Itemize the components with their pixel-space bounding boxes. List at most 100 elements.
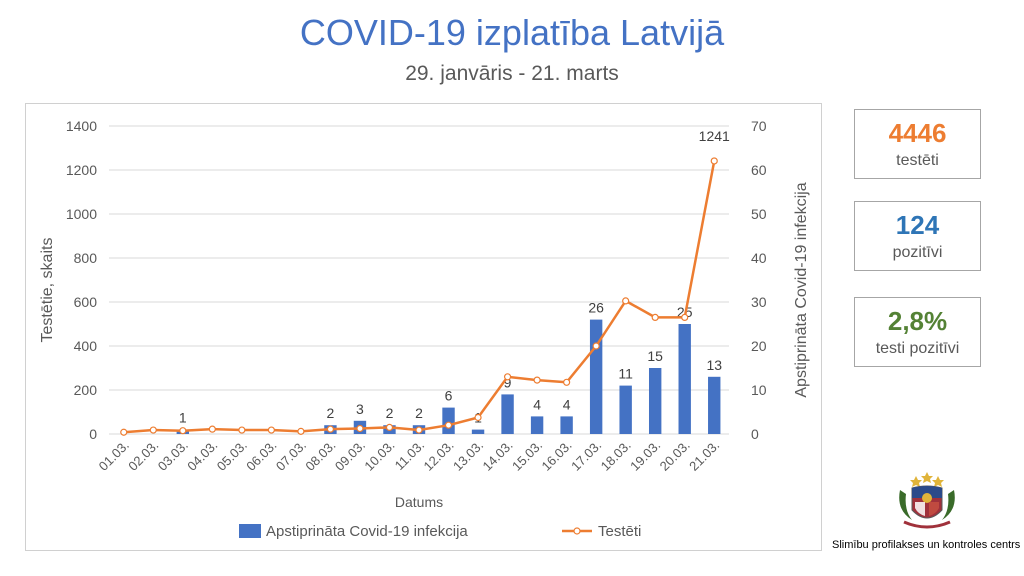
x-tick-label: 08.03. bbox=[302, 438, 338, 474]
line-point bbox=[444, 421, 453, 429]
x-tick-label: 07.03. bbox=[273, 438, 309, 474]
x-tick-label: 09.03. bbox=[332, 438, 368, 474]
stat-rate-value: 2,8% bbox=[887, 306, 948, 336]
bar bbox=[442, 407, 455, 434]
line-point bbox=[238, 426, 246, 434]
line-point bbox=[267, 426, 275, 434]
line-point bbox=[592, 342, 600, 350]
x-tick-label: 05.03. bbox=[214, 438, 250, 474]
bar bbox=[678, 324, 691, 434]
y-tick-label: 1200 bbox=[66, 162, 97, 178]
x-tick-label: 06.03. bbox=[243, 438, 279, 474]
x-tick-label: 10.03. bbox=[361, 438, 397, 474]
line-point bbox=[356, 424, 364, 433]
bar-data-label: 4 bbox=[533, 396, 541, 412]
y2-tick-label: 0 bbox=[751, 426, 759, 442]
legend-marker-line bbox=[573, 527, 581, 535]
line-point bbox=[149, 426, 157, 434]
stat-tested-value: 4446 bbox=[888, 118, 947, 148]
line-point bbox=[563, 378, 571, 386]
x-tick-label: 01.03. bbox=[96, 438, 132, 474]
bar bbox=[708, 376, 721, 434]
x-tick-label: 16.03. bbox=[539, 438, 575, 474]
x-tick-label: 03.03. bbox=[155, 438, 191, 474]
line-point bbox=[681, 313, 689, 321]
x-tick-label: 12.03. bbox=[420, 438, 456, 474]
x-tick-label: 17.03. bbox=[568, 438, 604, 474]
y-tick-label: 1400 bbox=[66, 118, 97, 134]
stat-rate-label: testi pozitīvi bbox=[875, 340, 960, 357]
stat-tested-label: testēti bbox=[896, 152, 939, 169]
legend-label-line: Testēti bbox=[598, 523, 641, 540]
bar-data-label: 3 bbox=[356, 401, 364, 417]
bar bbox=[619, 385, 632, 434]
y2-tick-label: 30 bbox=[751, 294, 767, 310]
stat-positive-box: 124 pozitīvi bbox=[854, 201, 981, 271]
bar-data-label: 11 bbox=[618, 366, 633, 382]
y2-tick-label: 60 bbox=[751, 162, 767, 178]
bar-data-label: 6 bbox=[445, 388, 453, 404]
line-point bbox=[297, 427, 305, 435]
bar-data-label: 26 bbox=[588, 300, 604, 316]
stat-rate-box: 2,8% testi pozitīvi bbox=[854, 297, 981, 367]
stat-tested-box: 4446 testēti bbox=[854, 109, 981, 179]
bar bbox=[648, 368, 662, 434]
organization-name: Slimību profilakses un kontroles centrs bbox=[832, 539, 1021, 551]
y-tick-label: 800 bbox=[74, 250, 98, 266]
page-subtitle: 29. janvāris - 21. marts bbox=[405, 62, 619, 85]
y2-tick-label: 50 bbox=[751, 206, 767, 222]
bar bbox=[501, 394, 514, 434]
x-tick-label: 04.03. bbox=[184, 438, 220, 474]
line-point bbox=[622, 297, 630, 305]
line-point bbox=[474, 413, 482, 422]
line-point bbox=[208, 425, 216, 433]
bar bbox=[560, 416, 573, 434]
line-point bbox=[326, 425, 335, 433]
y-tick-label: 600 bbox=[74, 294, 98, 310]
x-tick-label: 02.03. bbox=[125, 438, 161, 474]
y-axis-title: Testētie, skaits bbox=[39, 238, 56, 343]
bar bbox=[471, 429, 485, 434]
line-point bbox=[385, 423, 394, 431]
x-tick-label: 13.03. bbox=[450, 438, 486, 474]
stat-positive-value: 124 bbox=[895, 210, 940, 240]
page-title: COVID-19 izplatība Latvijā bbox=[299, 12, 725, 53]
x-axis-title: Datums bbox=[395, 494, 443, 510]
stat-positive-label: pozitīvi bbox=[892, 244, 943, 261]
x-tick-label: 18.03. bbox=[598, 438, 634, 474]
bar-data-label: 9 bbox=[504, 374, 512, 390]
legend-label-bar: Apstiprināta Covid-19 infekcija bbox=[266, 523, 468, 540]
x-tick-label: 21.03. bbox=[686, 438, 722, 474]
bar bbox=[589, 319, 603, 434]
y2-tick-label: 70 bbox=[751, 118, 767, 134]
line-point bbox=[415, 426, 423, 434]
line-point bbox=[651, 313, 659, 321]
line-point bbox=[179, 427, 187, 435]
y-tick-label: 1000 bbox=[66, 206, 97, 222]
y2-tick-label: 10 bbox=[751, 382, 767, 398]
bar-data-label: 2 bbox=[415, 405, 423, 421]
x-tick-label: 11.03. bbox=[392, 438, 427, 473]
line-point bbox=[533, 376, 541, 384]
y-tick-label: 400 bbox=[74, 338, 98, 354]
y-tick-label: 200 bbox=[74, 382, 98, 398]
x-tick-label: 15.03. bbox=[509, 438, 545, 474]
bar-data-label: 15 bbox=[647, 348, 663, 364]
bar bbox=[530, 416, 544, 434]
y2-axis-title: Apstiprināta Covid-19 infekcija bbox=[793, 182, 810, 397]
x-tick-label: 19.03. bbox=[627, 438, 663, 474]
bar-data-label: 4 bbox=[563, 396, 571, 412]
line-data-label: 1241 bbox=[699, 128, 730, 144]
bar-data-label: 2 bbox=[386, 405, 394, 421]
line-point bbox=[710, 157, 718, 165]
line-point bbox=[503, 373, 512, 381]
y2-tick-label: 40 bbox=[751, 250, 767, 266]
x-tick-label: 14.03. bbox=[480, 438, 516, 474]
chart-container: 0 200 400 600 800 1000 1200 1400 0 10 20 30 40 50 60 70… bbox=[25, 103, 822, 551]
legend-swatch-bar bbox=[239, 524, 261, 538]
line-point bbox=[120, 428, 128, 436]
y-tick-label: 0 bbox=[89, 426, 97, 442]
combo-chart: 0 200 400 600 800 1000 1200 1400 0 10 20 30 40 50 60 70… bbox=[39, 118, 810, 540]
bar-data-label: 13 bbox=[706, 357, 722, 373]
x-tick-label: 20.03. bbox=[657, 438, 693, 474]
